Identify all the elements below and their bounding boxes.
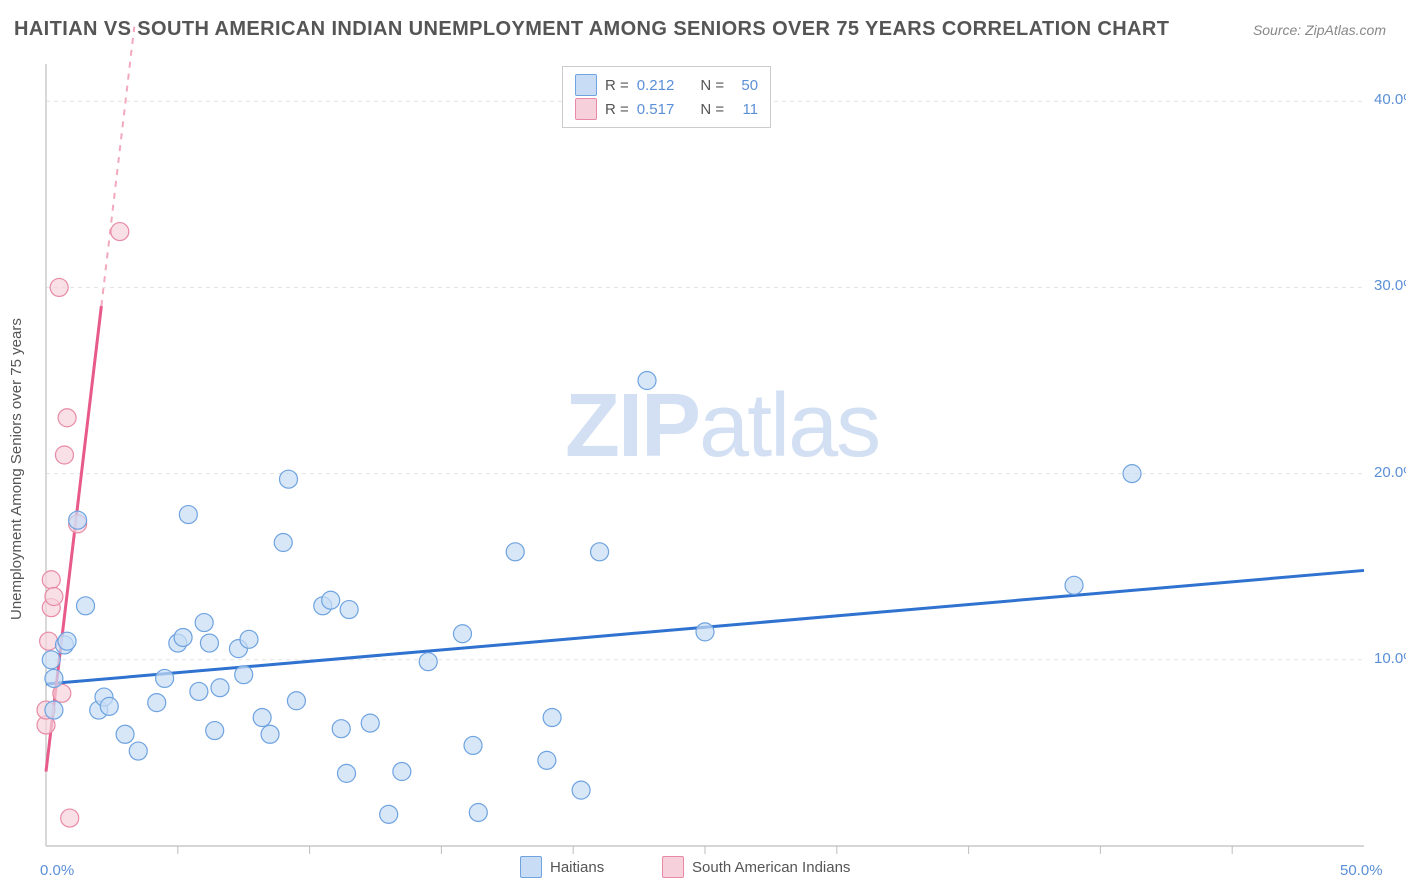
r-value: 0.517 xyxy=(637,101,675,118)
legend-swatch-sai xyxy=(575,98,597,120)
axis-tick-label: 40.0% xyxy=(1374,91,1406,108)
correlation-legend-row: R = 0.212 N = 50 xyxy=(575,73,758,97)
source-attribution: Source: ZipAtlas.com xyxy=(1253,22,1386,38)
n-value: 11 xyxy=(732,101,758,118)
legend-label: South American Indians xyxy=(692,859,850,876)
n-label: N = xyxy=(700,101,724,118)
legend-swatch-sai xyxy=(662,856,684,878)
y-axis-label: Unemployment Among Seniors over 75 years xyxy=(8,260,25,620)
scatter-plot xyxy=(46,64,1364,846)
correlation-legend: R = 0.212 N = 50 R = 0.517 N = 11 xyxy=(562,66,771,128)
legend-swatch-haitians xyxy=(575,74,597,96)
r-label: R = xyxy=(605,77,629,94)
r-value: 0.212 xyxy=(637,77,675,94)
axis-tick-label: 20.0% xyxy=(1374,464,1406,481)
axis-tick-label: 0.0% xyxy=(40,862,74,879)
legend-label: Haitians xyxy=(550,859,604,876)
axis-tick-label: 10.0% xyxy=(1374,650,1406,667)
n-label: N = xyxy=(700,77,724,94)
series-legend-haitians: Haitians xyxy=(520,856,604,878)
n-value: 50 xyxy=(732,77,758,94)
legend-swatch-haitians xyxy=(520,856,542,878)
r-label: R = xyxy=(605,101,629,118)
chart-title: HAITIAN VS SOUTH AMERICAN INDIAN UNEMPLO… xyxy=(14,18,1169,41)
series-legend-sai: South American Indians xyxy=(662,856,850,878)
axis-tick-label: 50.0% xyxy=(1340,862,1383,879)
correlation-legend-row: R = 0.517 N = 11 xyxy=(575,97,758,121)
chart-container: HAITIAN VS SOUTH AMERICAN INDIAN UNEMPLO… xyxy=(0,0,1406,892)
axis-tick-label: 30.0% xyxy=(1374,277,1406,294)
